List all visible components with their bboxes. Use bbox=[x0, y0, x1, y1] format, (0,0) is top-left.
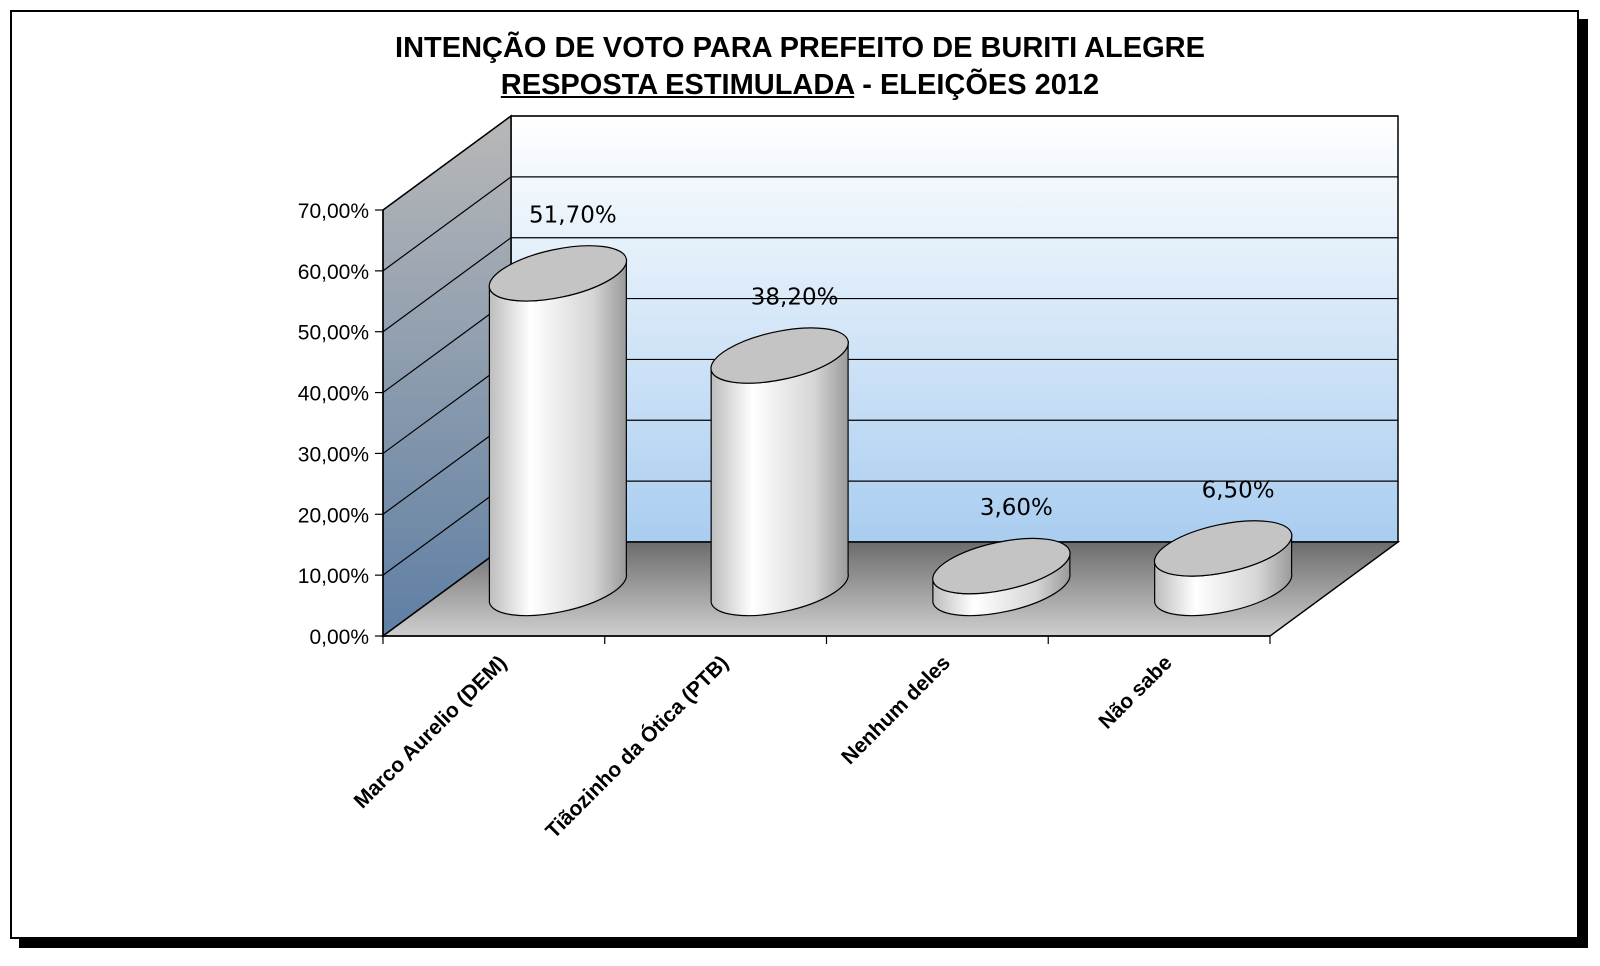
y-tick-label: 30,00% bbox=[298, 443, 369, 466]
gridline-side bbox=[382, 237, 512, 333]
bar-cylinder bbox=[932, 537, 1071, 617]
x-category-label: Marco Aurelio (DEM) bbox=[350, 651, 512, 813]
bar-top bbox=[488, 245, 628, 302]
bar-cylinder bbox=[710, 327, 849, 617]
back-wall bbox=[510, 115, 1399, 543]
y-tick-label: 0,00% bbox=[309, 626, 369, 649]
y-tick-label: 40,00% bbox=[298, 383, 369, 406]
y-tick-label: 20,00% bbox=[298, 504, 369, 527]
chart-subtitle: RESPOSTA ESTIMULADA - ELEIÇÕES 2012 bbox=[0, 69, 1600, 102]
bar-value-label: 6,50% bbox=[1202, 477, 1275, 503]
bar-top bbox=[1153, 520, 1293, 577]
bar-value-label: 3,60% bbox=[980, 495, 1053, 521]
x-category-label: Nenhum deles bbox=[837, 651, 955, 769]
bar-value-label: 51,70% bbox=[529, 202, 617, 228]
bar-top bbox=[710, 327, 849, 384]
x-category-label: Tiãozinho da Ótica (PTB) bbox=[541, 651, 733, 843]
y-tick-label: 70,00% bbox=[298, 200, 369, 223]
y-tick-label: 50,00% bbox=[298, 322, 369, 345]
bar-top bbox=[932, 537, 1071, 595]
bar-value-label: 38,20% bbox=[751, 285, 839, 311]
chart-title: INTENÇÃO DE VOTO PARA PREFEITO DE BURITI… bbox=[395, 32, 1205, 64]
x-category-label: Não sabe bbox=[1094, 651, 1176, 733]
bar-cylinder bbox=[1153, 520, 1293, 617]
bar-body bbox=[488, 258, 628, 617]
gridline-side bbox=[382, 176, 512, 272]
chart-subtitle-rest: - ELEIÇÕES 2012 bbox=[854, 69, 1100, 101]
y-tick-label: 60,00% bbox=[298, 261, 369, 284]
bar-cylinder bbox=[488, 245, 628, 617]
gridline-side bbox=[382, 115, 512, 211]
chart-subtitle-underlined: RESPOSTA ESTIMULADA bbox=[500, 69, 855, 101]
y-tick-label: 10,00% bbox=[298, 565, 369, 588]
